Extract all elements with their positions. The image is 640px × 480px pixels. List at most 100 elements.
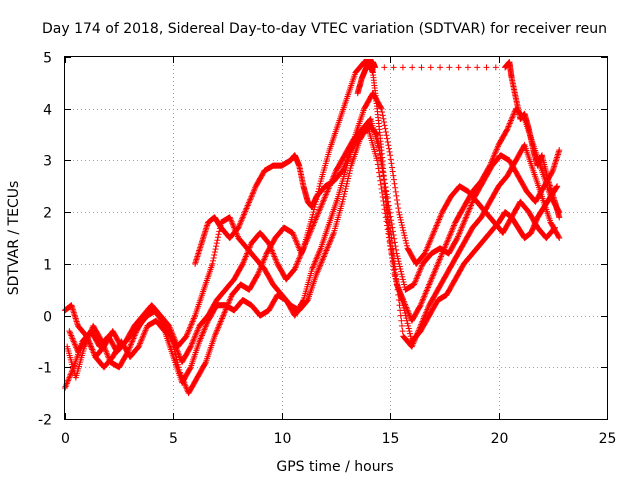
data-point: [209, 260, 216, 267]
data-point: [437, 253, 444, 260]
data-point: [188, 321, 195, 328]
data-point: [509, 113, 516, 120]
y-tick-label: 5: [43, 51, 52, 67]
data-point: [89, 348, 96, 355]
data-point: [427, 278, 434, 285]
data-point: [236, 221, 243, 228]
data-point: [451, 222, 458, 229]
data-point: [341, 188, 348, 195]
data-point: [316, 207, 323, 214]
data-point: [244, 203, 251, 210]
data-point: [318, 201, 325, 208]
data-point: [383, 132, 390, 139]
data-point: [313, 255, 320, 262]
data-point: [172, 337, 179, 344]
data-point: [273, 259, 280, 266]
data-point: [184, 330, 191, 337]
data-point: [249, 190, 256, 197]
data-point: [386, 148, 393, 155]
data-point: [310, 220, 317, 227]
data-point: [376, 173, 383, 180]
data-point: [189, 318, 196, 325]
data-point: [494, 143, 501, 150]
data-point: [406, 328, 413, 335]
data-point: [421, 293, 428, 300]
data-point: [314, 212, 321, 219]
data-point: [400, 278, 407, 285]
data-point: [217, 318, 224, 325]
data-point: [317, 204, 324, 211]
data-point: [405, 325, 412, 332]
data-point: [378, 160, 385, 167]
data-point: [493, 147, 500, 154]
data-point: [399, 276, 406, 283]
data-point: [434, 262, 441, 269]
data-point: [342, 185, 349, 192]
data-point: [87, 342, 94, 349]
data-point: [201, 325, 208, 332]
data-point: [305, 234, 312, 241]
data-point: [187, 365, 194, 372]
data-point: [239, 261, 246, 268]
data-point: [437, 212, 444, 219]
data-point: [401, 232, 408, 239]
data-point: [468, 202, 475, 209]
data-point: [303, 298, 310, 305]
data-point: [198, 333, 205, 340]
data-point: [71, 341, 78, 348]
data-point: [434, 220, 441, 227]
data-point: [66, 328, 73, 335]
data-point: [437, 254, 444, 261]
data-point: [239, 214, 246, 221]
data-point: [183, 384, 190, 391]
data-point: [242, 208, 249, 215]
data-point: [261, 256, 268, 263]
data-point: [166, 324, 173, 331]
data-point: [256, 268, 263, 275]
data-point: [387, 242, 394, 249]
data-point: [455, 64, 462, 71]
data-point: [396, 211, 403, 218]
data-point: [425, 303, 432, 310]
data-point: [172, 339, 179, 346]
data-point: [345, 172, 352, 179]
data-point: [70, 338, 77, 345]
data-point: [461, 217, 468, 224]
data-point: [169, 330, 176, 337]
data-point: [384, 203, 391, 210]
data-point: [429, 274, 436, 281]
data-point: [464, 209, 471, 216]
data-point: [401, 307, 408, 314]
data-point: [190, 315, 197, 322]
data-point: [197, 335, 204, 342]
data-point: [367, 116, 374, 123]
data-point: [556, 147, 563, 154]
data-point: [380, 115, 387, 122]
data-point: [317, 180, 324, 187]
data-point: [438, 210, 445, 217]
data-point: [437, 64, 444, 71]
data-point: [375, 139, 382, 146]
data-point: [273, 257, 280, 264]
data-point: [379, 109, 386, 116]
data-point: [374, 157, 381, 164]
data-point: [462, 215, 469, 222]
data-point: [344, 178, 351, 185]
data-point: [249, 192, 256, 199]
data-point: [319, 256, 326, 263]
data-point: [137, 339, 144, 346]
data-point: [382, 188, 389, 195]
data-point: [400, 227, 407, 234]
data-point: [509, 114, 516, 121]
data-point: [408, 343, 415, 350]
data-point: [69, 335, 76, 342]
data-point: [396, 263, 403, 270]
data-point: [294, 260, 301, 267]
data-point: [397, 214, 404, 221]
data-point: [141, 330, 148, 337]
data-point: [296, 255, 303, 262]
data-point: [381, 122, 388, 129]
data-point: [101, 345, 108, 352]
series-trace-f: [354, 59, 563, 221]
data-point: [402, 312, 409, 319]
